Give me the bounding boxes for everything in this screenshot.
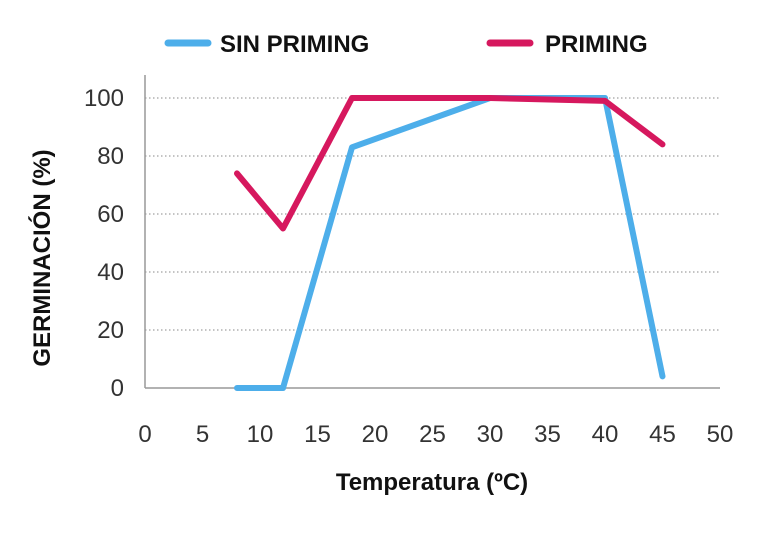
y-tick-label: 100 (84, 85, 124, 112)
data-point-priming (282, 227, 284, 230)
x-tick-label: 25 (419, 421, 446, 448)
series-lines (234, 95, 666, 391)
y-tick-label: 20 (97, 317, 124, 344)
x-tick-label: 50 (707, 421, 734, 448)
y-tick-label: 80 (97, 143, 124, 170)
data-point-priming (661, 143, 664, 146)
x-tick-label: 35 (534, 421, 561, 448)
legend-label-sin-priming: SIN PRIMING (220, 31, 369, 58)
legend: SIN PRIMING PRIMING (164, 31, 648, 58)
data-point-priming (236, 172, 238, 175)
y-tick-label: 0 (111, 375, 124, 402)
series-line-sin-priming (234, 95, 666, 391)
data-point-sin-priming (236, 387, 238, 389)
x-axis-title: Temperatura (ºC) (336, 469, 528, 496)
data-point-sin-priming (282, 387, 284, 389)
x-tick-label: 5 (196, 421, 209, 448)
x-tick-label: 0 (138, 421, 151, 448)
x-tick-label: 30 (477, 421, 504, 448)
x-tick-label: 20 (362, 421, 389, 448)
y-tick-label: 40 (97, 259, 124, 286)
x-tick-labels: 0 5 10 15 20 25 30 35 40 45 50 (138, 421, 733, 448)
x-tick-label: 10 (247, 421, 274, 448)
data-point-priming (351, 97, 353, 99)
data-point-sin-priming (661, 375, 664, 378)
data-point-priming (604, 99, 606, 102)
legend-label-priming: PRIMING (545, 31, 648, 58)
y-tick-label: 60 (97, 201, 124, 228)
x-tick-label: 15 (304, 421, 331, 448)
x-tick-label: 45 (649, 421, 676, 448)
y-tick-labels: 0 20 40 60 80 100 (84, 85, 124, 402)
x-tick-label: 40 (592, 421, 619, 448)
series-line-priming (234, 95, 666, 232)
y-axis-title: GERMINACIÓN (%) (28, 149, 56, 366)
data-point-sin-priming (351, 146, 353, 149)
gridlines (145, 97, 720, 331)
data-point-priming (489, 97, 491, 99)
